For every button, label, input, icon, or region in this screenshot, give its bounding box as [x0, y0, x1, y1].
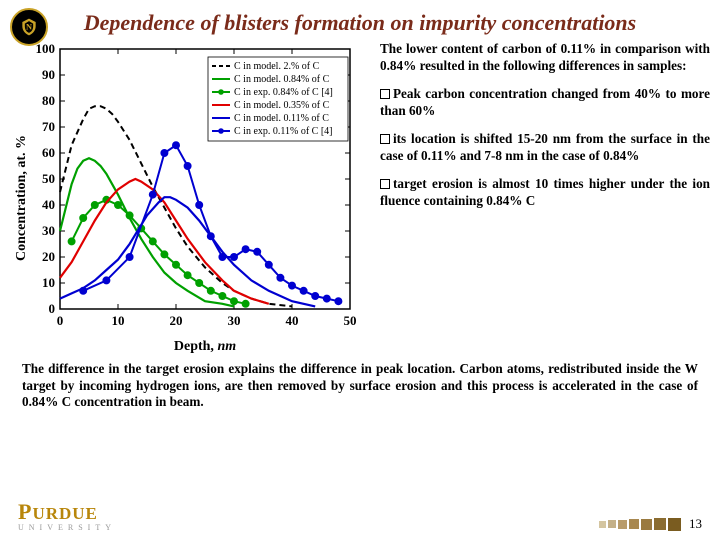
- chart-column: Concentration, at. % 0 10 20 30 40 50 0 10 20 30 4…: [10, 41, 370, 355]
- svg-text:100: 100: [36, 41, 56, 56]
- svg-text:50: 50: [42, 171, 55, 186]
- bullet-3: target erosion is almost 10 times higher…: [380, 176, 710, 209]
- svg-text:10: 10: [42, 275, 55, 290]
- content-area: Concentration, at. % 0 10 20 30 40 50 0 10 20 30 4…: [0, 41, 720, 355]
- svg-text:60: 60: [42, 145, 55, 160]
- bullet-icon: [380, 89, 390, 99]
- bullet-1: Peak carbon concentration changed from 4…: [380, 86, 710, 119]
- text-column: The lower content of carbon of 0.11% in …: [370, 41, 710, 355]
- svg-text:C in exp. 0.11% of C [4]: C in exp. 0.11% of C [4]: [234, 126, 333, 137]
- page-number: 13: [689, 516, 702, 532]
- x-axis-label: Depth, nm: [60, 339, 350, 355]
- slide-footer: PURDUE UNIVERSITY 13: [0, 499, 720, 532]
- svg-text:C in model. 0.35% of C: C in model. 0.35% of C: [234, 100, 330, 111]
- svg-text:90: 90: [42, 67, 55, 82]
- intro-text: The lower content of carbon of 0.11% in …: [380, 41, 710, 74]
- svg-text:30: 30: [228, 313, 241, 328]
- svg-text:70: 70: [42, 119, 55, 134]
- institution-logo: N: [10, 8, 48, 46]
- svg-text:50: 50: [344, 313, 357, 328]
- svg-text:40: 40: [42, 197, 55, 212]
- bullet-icon: [380, 179, 390, 189]
- svg-text:C in exp. 0.84% of C [4]: C in exp. 0.84% of C [4]: [234, 87, 333, 98]
- svg-text:20: 20: [42, 249, 55, 264]
- slide-title: Dependence of blisters formation on impu…: [0, 0, 720, 35]
- svg-text:20: 20: [170, 313, 183, 328]
- bullet-icon: [380, 134, 390, 144]
- y-axis-label: Concentration, at. %: [14, 135, 30, 261]
- purdue-logo: PURDUE UNIVERSITY: [18, 499, 116, 532]
- svg-text:C in model. 0.84% of C: C in model. 0.84% of C: [234, 74, 330, 85]
- svg-text:N: N: [26, 23, 32, 32]
- bullet-2: its location is shifted 15-20 nm from th…: [380, 131, 710, 164]
- svg-text:40: 40: [286, 313, 299, 328]
- svg-text:80: 80: [42, 93, 55, 108]
- svg-text:0: 0: [49, 301, 56, 316]
- svg-text:10: 10: [112, 313, 125, 328]
- concentration-chart: 0 10 20 30 40 50 0 10 20 30 40 50 60 70 80 90 100 C in mo…: [10, 41, 360, 339]
- svg-text:30: 30: [42, 223, 55, 238]
- svg-text:C in model. 2.% of C: C in model. 2.% of C: [234, 61, 320, 72]
- bottom-paragraph: The difference in the target erosion exp…: [0, 355, 720, 411]
- svg-text:C in model. 0.11% of C: C in model. 0.11% of C: [234, 113, 329, 124]
- decorative-squares: 13: [599, 516, 702, 532]
- svg-text:0: 0: [57, 313, 64, 328]
